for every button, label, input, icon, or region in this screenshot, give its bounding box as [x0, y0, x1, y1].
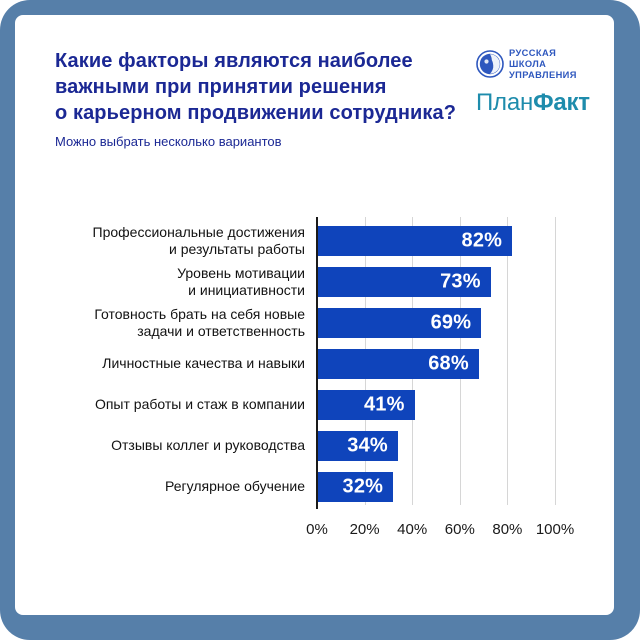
- bar: 69%: [317, 307, 482, 338]
- gridline: [507, 217, 509, 505]
- bar-row: Регулярное обучение 32%: [40, 466, 594, 507]
- bar-row: Отзывы коллег и руководства 34%: [40, 425, 594, 466]
- bar: 32%: [317, 471, 394, 502]
- planfact-logo-fakt: Факт: [533, 89, 590, 116]
- bar-value: 69%: [430, 311, 472, 333]
- bar-label: Отзывы коллег и руководства: [111, 437, 305, 454]
- bar: 68%: [317, 348, 479, 379]
- rsu-logo: РУССКАЯ ШКОЛА УПРАВЛЕНИЯ: [476, 48, 577, 80]
- bar-value: 34%: [347, 434, 388, 456]
- x-tick: 100%: [535, 521, 575, 538]
- bar-label: Готовность брать на себя новые задачи и …: [94, 306, 305, 339]
- bar-row: Профессиональные достижения и результаты…: [40, 220, 594, 261]
- bar: 82%: [317, 225, 513, 256]
- x-axis-ticks: 0% 20% 40% 60% 80% 100%: [306, 521, 577, 541]
- bar-row: Личностные качества и навыки 68%: [40, 343, 594, 384]
- x-tick: 60%: [444, 521, 475, 538]
- bar-label: Личностные качества и навыки: [102, 355, 305, 372]
- bar-rows: Профессиональные достижения и результаты…: [40, 220, 594, 507]
- bar-track: 73%: [317, 261, 594, 302]
- content-card: Какие факторы являются наиболее важными …: [15, 15, 614, 615]
- bar-label: Уровень мотивации и инициативности: [177, 265, 305, 298]
- bar-track: 68%: [317, 343, 594, 384]
- page-title: Какие факторы являются наиболее важными …: [55, 50, 457, 124]
- bar-label: Опыт работы и стаж в компании: [94, 396, 305, 413]
- bar-value: 73%: [440, 270, 481, 292]
- x-tick: 80%: [492, 521, 523, 538]
- bar: 73%: [317, 266, 491, 297]
- page-subtitle: Можно выбрать несколько вариантов: [55, 134, 282, 149]
- bar-value: 68%: [428, 352, 469, 374]
- bar-track: 32%: [317, 466, 594, 507]
- bar-track: 69%: [317, 302, 594, 343]
- x-tick: 20%: [349, 521, 380, 538]
- planfact-logo: ПланФакт: [476, 89, 590, 117]
- gridline: [555, 217, 556, 505]
- bar-value: 82%: [461, 229, 503, 251]
- bar: 41%: [317, 389, 415, 420]
- planfact-logo-plan: План: [476, 89, 534, 116]
- bar: 34%: [317, 430, 398, 461]
- bar-value: 41%: [363, 393, 405, 415]
- x-tick: 0%: [306, 521, 328, 538]
- bar-row: Уровень мотивации и инициативности 73%: [40, 261, 594, 302]
- bar-label: Профессиональные достижения и результаты…: [92, 224, 305, 257]
- bar-value: 32%: [342, 475, 384, 497]
- rsu-logo-text: РУССКАЯ ШКОЛА УПРАВЛЕНИЯ: [509, 48, 577, 80]
- bar-track: 34%: [317, 425, 594, 466]
- bar-chart: Профессиональные достижения и результаты…: [15, 15, 614, 615]
- globe-icon: [476, 50, 504, 78]
- bar-track: 82%: [317, 220, 594, 261]
- bar-row: Готовность брать на себя новые задачи и …: [40, 302, 594, 343]
- y-axis-line: [316, 217, 318, 509]
- bar-track: 41%: [317, 384, 594, 425]
- bar-label: Регулярное обучение: [165, 478, 305, 495]
- bar-row: Опыт работы и стаж в компании 41%: [40, 384, 594, 425]
- x-tick: 40%: [397, 521, 428, 538]
